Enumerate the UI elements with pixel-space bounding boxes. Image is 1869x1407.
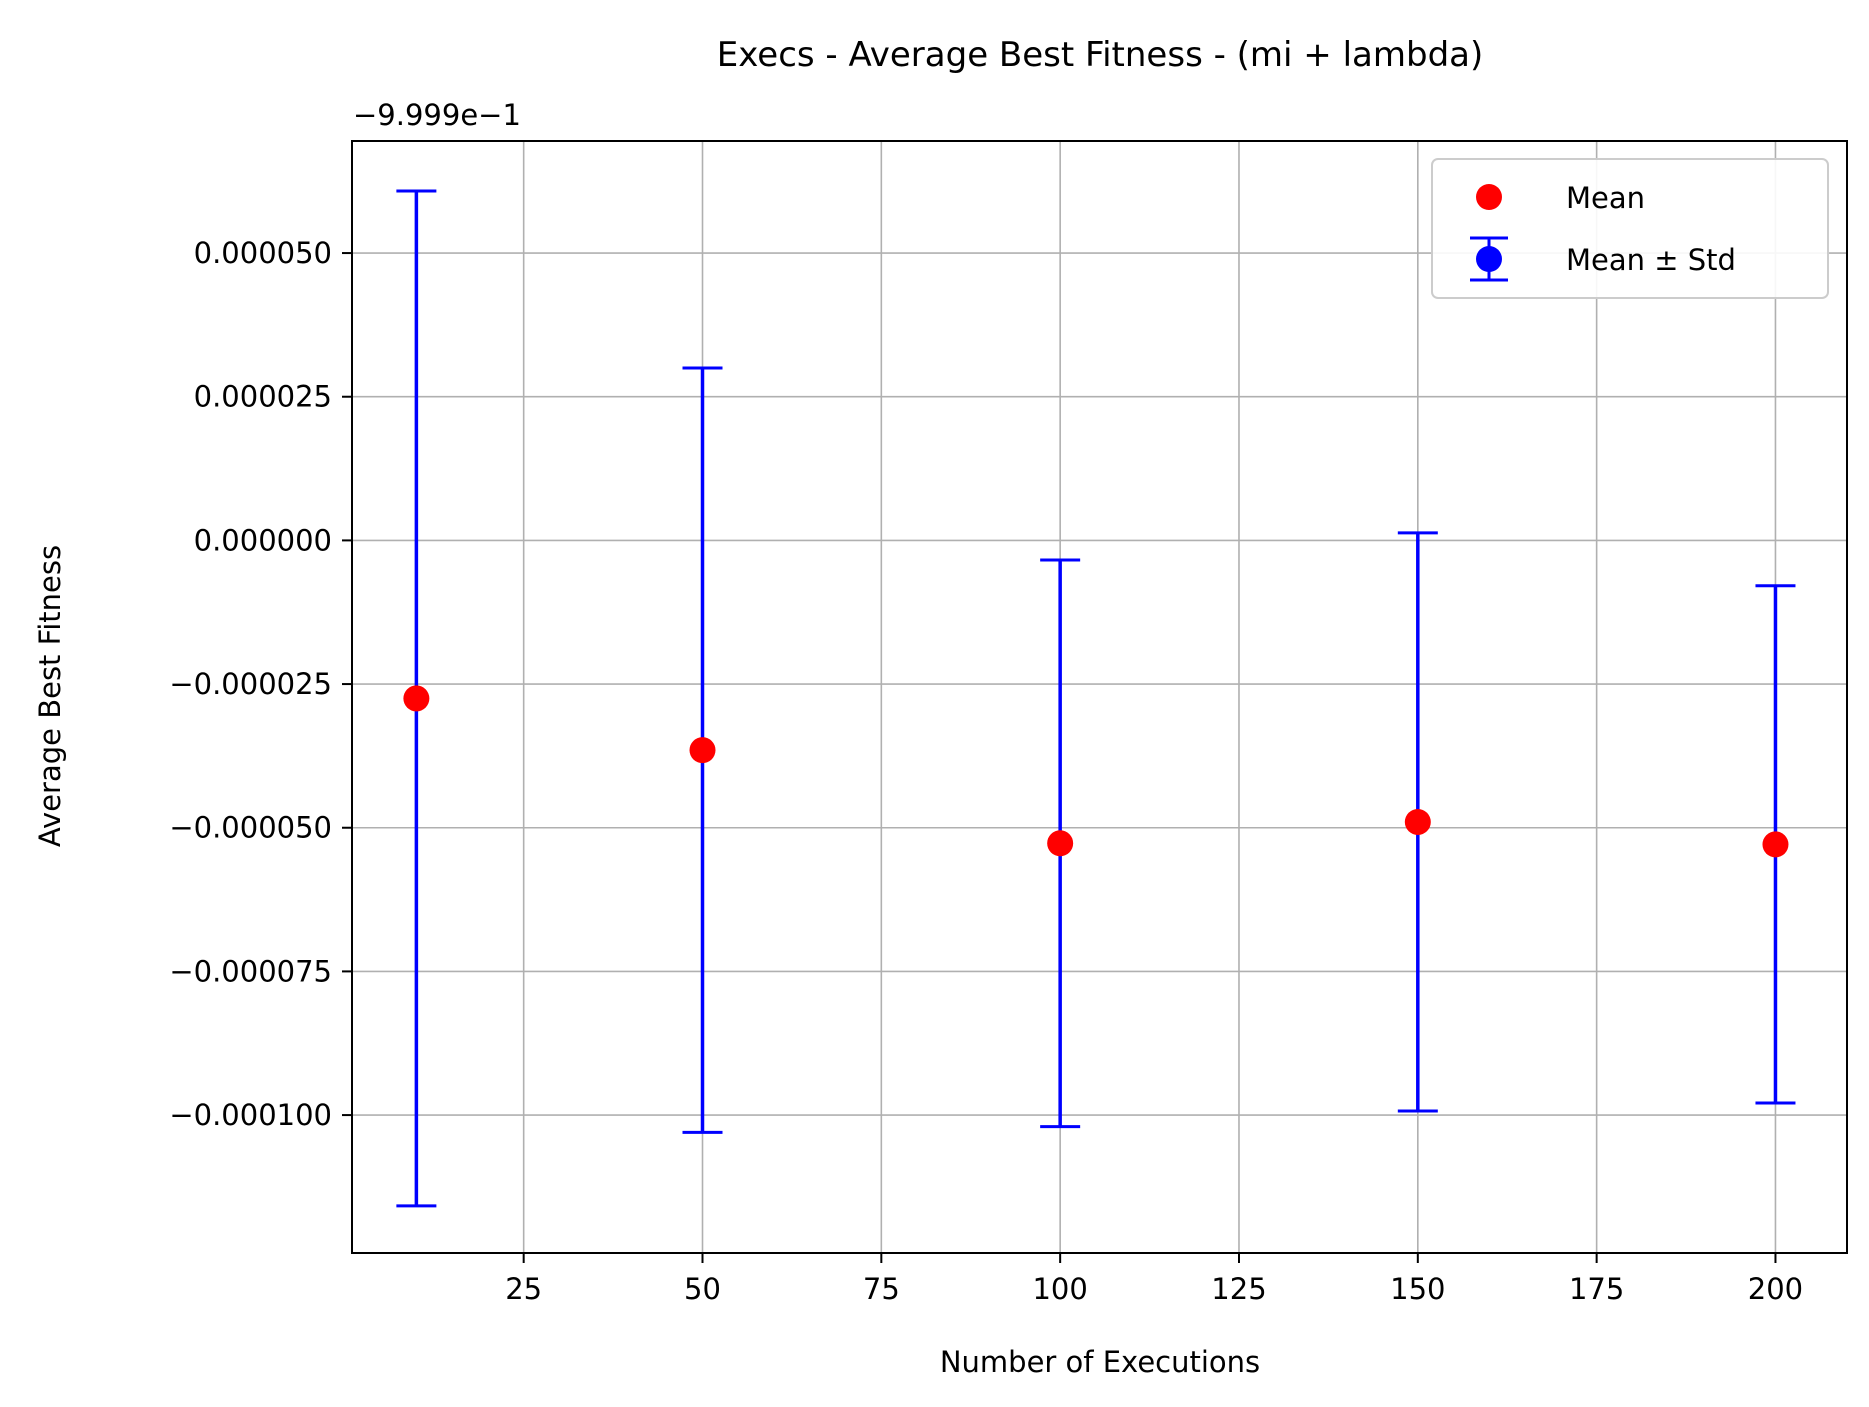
y-tick-label: −0.000025: [169, 667, 332, 701]
legend-std-marker: [1476, 246, 1502, 272]
x-tick-label: 50: [684, 1272, 721, 1306]
x-tick-label: 150: [1390, 1272, 1445, 1306]
x-tick-label: 75: [863, 1272, 900, 1306]
mean-point: [403, 685, 430, 712]
x-tick-label: 200: [1748, 1272, 1803, 1306]
legend-mean-marker: [1476, 184, 1502, 210]
legend-std-label: Mean ± Std: [1566, 243, 1736, 277]
mean-point: [1404, 808, 1431, 835]
y-tick-label: 0.000000: [194, 523, 332, 557]
y-tick-label: −0.000075: [169, 954, 332, 988]
legend-box: [1431, 158, 1829, 299]
x-tick-label: 100: [1032, 1272, 1087, 1306]
x-tick-label: 25: [505, 1272, 542, 1306]
mean-point: [1762, 831, 1789, 858]
y-tick-label: 0.000050: [194, 236, 332, 270]
plot-frame: [351, 140, 1848, 1254]
x-axis-label: Number of Executions: [940, 1345, 1260, 1379]
y-axis-label: Average Best Fitness: [33, 545, 67, 847]
mean-point: [1047, 830, 1074, 857]
y-offset-label: −9.999e−1: [353, 98, 521, 132]
mean-points: [403, 685, 1789, 858]
mean-point: [689, 737, 716, 764]
legend: Mean Mean ± Std: [1431, 158, 1829, 299]
y-tick-label: −0.000100: [169, 1098, 332, 1132]
grid: [352, 141, 1847, 1253]
y-tick-label: −0.000050: [169, 811, 332, 845]
x-tick-label: 175: [1569, 1272, 1624, 1306]
x-axis-ticks: 25 50 75 100 125 150 175 200: [505, 1253, 1803, 1306]
legend-mean-label: Mean: [1566, 181, 1645, 215]
chart-title: Execs - Average Best Fitness - (mi + lam…: [717, 35, 1484, 75]
x-tick-label: 125: [1211, 1272, 1266, 1306]
y-axis-ticks: 0.000050 0.000025 0.000000 −0.000025 −0.0000…: [169, 236, 352, 1132]
y-tick-label: 0.000025: [194, 380, 332, 414]
